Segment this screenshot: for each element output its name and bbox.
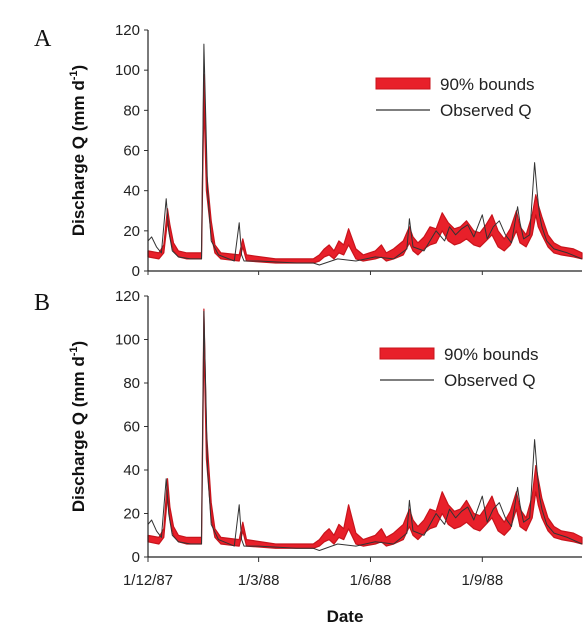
y-axis-label: Discharge Q (mm d-1) xyxy=(68,65,88,236)
y-axis-label-sup: -1 xyxy=(68,347,80,357)
legend-swatch-band xyxy=(379,347,435,360)
chart-panel-a: A Discharge Q (mm d-1) 0 20 40 60 80 100 120 90% … xyxy=(34,22,583,280)
y-tick-label: 80 xyxy=(123,102,140,119)
y-axis-label-sup: -1 xyxy=(68,71,80,81)
y-tick-label: 80 xyxy=(123,375,140,392)
legend-label: 90% bounds xyxy=(444,345,539,364)
legend-swatch-band xyxy=(375,77,431,90)
x-axis-label: Date xyxy=(327,607,364,626)
legend-label: Observed Q xyxy=(440,101,532,120)
y-tick-label: 0 xyxy=(132,549,140,566)
x-tick-label: 1/9/88 xyxy=(461,572,503,589)
panel-label: B xyxy=(34,290,50,316)
panel-label: A xyxy=(34,26,52,52)
y-tick-label: 120 xyxy=(115,288,140,305)
y-axis-label-main: Discharge Q (mm d xyxy=(69,80,88,236)
x-tick-label: 1/6/88 xyxy=(350,572,392,589)
y-tick-label: 20 xyxy=(123,223,140,240)
observed-q-line xyxy=(147,310,583,551)
y-tick-label: 60 xyxy=(123,419,140,436)
x-tick-label: 1/3/88 xyxy=(238,572,280,589)
legend-label: Observed Q xyxy=(444,371,536,390)
y-tick-label: 100 xyxy=(115,332,140,349)
y-tick-label: 120 xyxy=(115,22,140,39)
y-tick-label: 20 xyxy=(123,506,140,523)
x-tick-label: 1/12/87 xyxy=(123,572,173,589)
y-axis-label-close: ) xyxy=(69,341,88,347)
y-tick-label: 40 xyxy=(123,183,140,200)
y-axis-label: Discharge Q (mm d-1) xyxy=(68,341,88,512)
y-tick-label: 40 xyxy=(123,462,140,479)
y-tick-label: 60 xyxy=(123,143,140,160)
y-axis-label-main: Discharge Q (mm d xyxy=(69,356,88,512)
y-axis-label-close: ) xyxy=(69,65,88,71)
y-tick-label: 100 xyxy=(115,62,140,79)
observed-q-line xyxy=(147,43,583,266)
chart-panel-b: B Discharge Q (mm d-1) 0 20 40 60 80 100 120 1/12… xyxy=(34,288,583,626)
legend-label: 90% bounds xyxy=(440,75,535,94)
y-tick-label: 0 xyxy=(132,263,140,280)
